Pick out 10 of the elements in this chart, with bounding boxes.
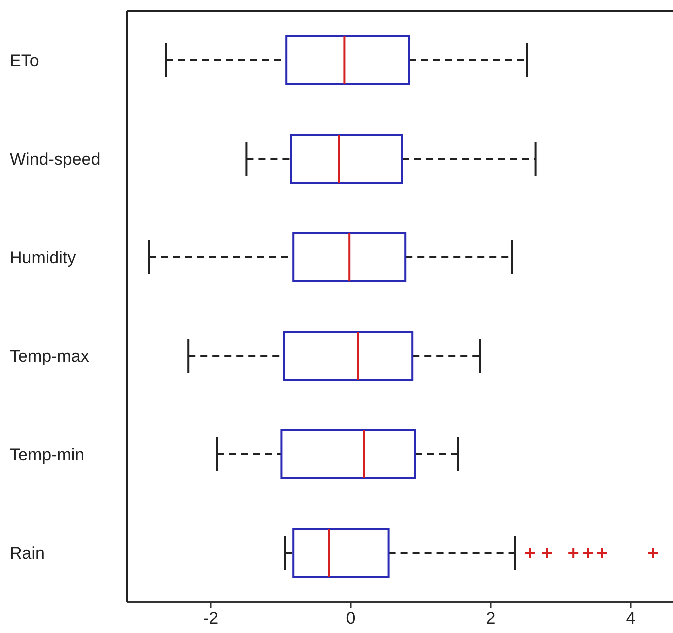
y-tick-label: Humidity [10,248,77,268]
x-tick-label: 4 [626,609,636,628]
x-tick-label: 0 [346,609,356,628]
y-tick-label: Temp-min [10,445,85,464]
y-tick-label: Temp-max [10,346,90,366]
x-tick-label: 2 [486,609,496,628]
y-tick-label: ETo [10,51,40,70]
y-tick-label: Wind-speed [10,150,101,169]
x-tick-label: -2 [203,609,219,628]
y-tick-label: Rain [10,544,45,563]
